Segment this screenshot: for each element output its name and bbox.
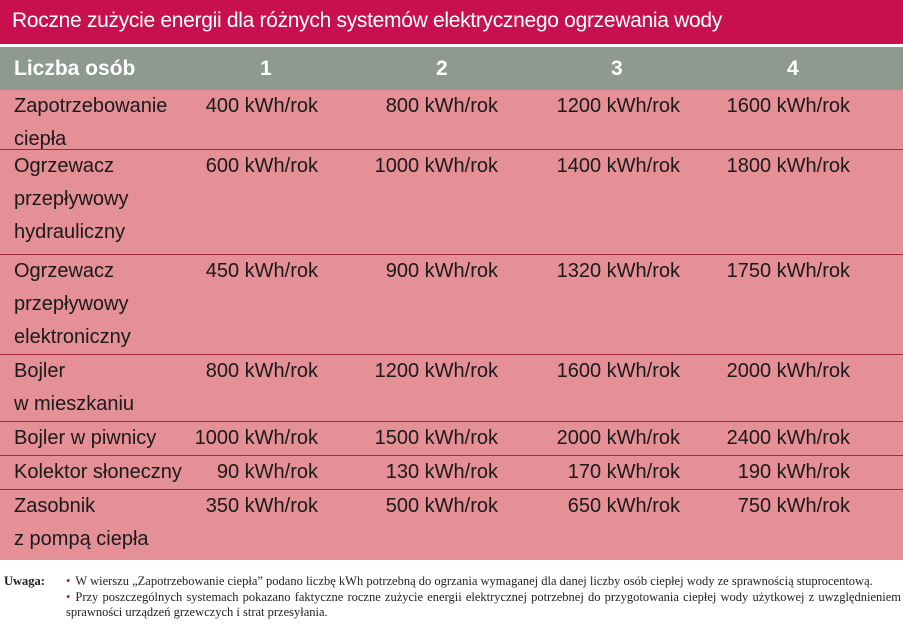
cell-value: 170 kWh/rok [567, 461, 680, 483]
bullet-icon: • [66, 574, 71, 588]
cell-value: 800 kWh/rok [205, 360, 318, 382]
row-label: Ogrzewacz przepływowy elektroniczny [14, 260, 131, 348]
cell-value: 900 kWh/rok [385, 260, 498, 282]
cell-value: 1200 kWh/rok [374, 360, 498, 382]
row-label: Zapotrzebowanie ciepła [14, 95, 168, 150]
cell-value: 600 kWh/rok [205, 155, 318, 177]
table-row: Ogrzewacz przepływowy elektroniczny 450 k… [0, 255, 903, 355]
cell-value: 1320 kWh/rok [556, 260, 680, 282]
cell-value: 800 kWh/rok [385, 95, 498, 117]
table-row: Ogrzewacz przepływowy hydrauliczny 600 kW… [0, 150, 903, 255]
cell-value: 500 kWh/rok [385, 495, 498, 517]
note-item: • Przy poszczególnych systemach pokazano … [66, 590, 901, 619]
notes-label: Uwaga: [4, 574, 45, 588]
row-label: Kolektor słoneczny [14, 461, 182, 483]
cell-value: 450 kWh/rok [205, 260, 318, 282]
row-label: Bojler w piwnicy [14, 427, 157, 449]
header-col-2: 2 [436, 57, 448, 80]
table-row: Kolektor słoneczny 90 kWh/rok 130 kWh/rok 1… [0, 456, 903, 490]
row-label: Bojler w mieszkaniu [14, 360, 135, 415]
header-col-4: 4 [787, 57, 799, 80]
cell-value: 1600 kWh/rok [556, 360, 680, 382]
cell-value: 1600 kWh/rok [726, 95, 850, 117]
cell-value: 1000 kWh/rok [374, 155, 498, 177]
cell-value: 2400 kWh/rok [726, 427, 850, 449]
cell-value: 1800 kWh/rok [726, 155, 850, 177]
cell-value: 400 kWh/rok [205, 95, 318, 117]
table-row: Bojler w piwnicy 1000 kWh/rok 1500 kWh/rok… [0, 422, 903, 456]
cell-value: 650 kWh/rok [567, 495, 680, 517]
table-title: Roczne zużycie energii dla różnych syste… [0, 0, 903, 44]
bullet-icon: • [66, 590, 71, 604]
cell-value: 1000 kWh/rok [194, 427, 318, 449]
header-row: Liczba osób 1 2 3 4 [0, 47, 903, 90]
cell-value: 2000 kWh/rok [726, 360, 850, 382]
data-table: Zapotrzebowanie ciepła 400 kWh/rok 800 kWh… [0, 90, 903, 560]
table-row: Bojler w mieszkaniu 800 kWh/rok 1200 kWh/r… [0, 355, 903, 422]
table-row: Zapotrzebowanie ciepła 400 kWh/rok 800 kWh… [0, 90, 903, 150]
cell-value: 130 kWh/rok [385, 461, 498, 483]
header-col-1: 1 [260, 57, 272, 80]
cell-value: 1400 kWh/rok [556, 155, 680, 177]
cell-value: 2000 kWh/rok [556, 427, 680, 449]
cell-value: 350 kWh/rok [205, 495, 318, 517]
header-label: Liczba osób [14, 57, 136, 80]
cell-value: 1500 kWh/rok [374, 427, 498, 449]
header-col-3: 3 [611, 57, 623, 80]
cell-value: 90 kWh/rok [216, 461, 318, 483]
row-label: Zasobnik z pompą ciepła [14, 495, 149, 550]
row-label: Ogrzewacz przepływowy hydrauliczny [14, 155, 129, 243]
table-row: Zasobnik z pompą ciepła 350 kWh/rok 500 kW… [0, 490, 903, 560]
cell-value: 1200 kWh/rok [556, 95, 680, 117]
note-item: • W wierszu „Zapotrzebowanie ciepła” poda… [66, 574, 873, 588]
cell-value: 190 kWh/rok [737, 461, 850, 483]
cell-value: 1750 kWh/rok [726, 260, 850, 282]
cell-value: 750 kWh/rok [737, 495, 850, 517]
